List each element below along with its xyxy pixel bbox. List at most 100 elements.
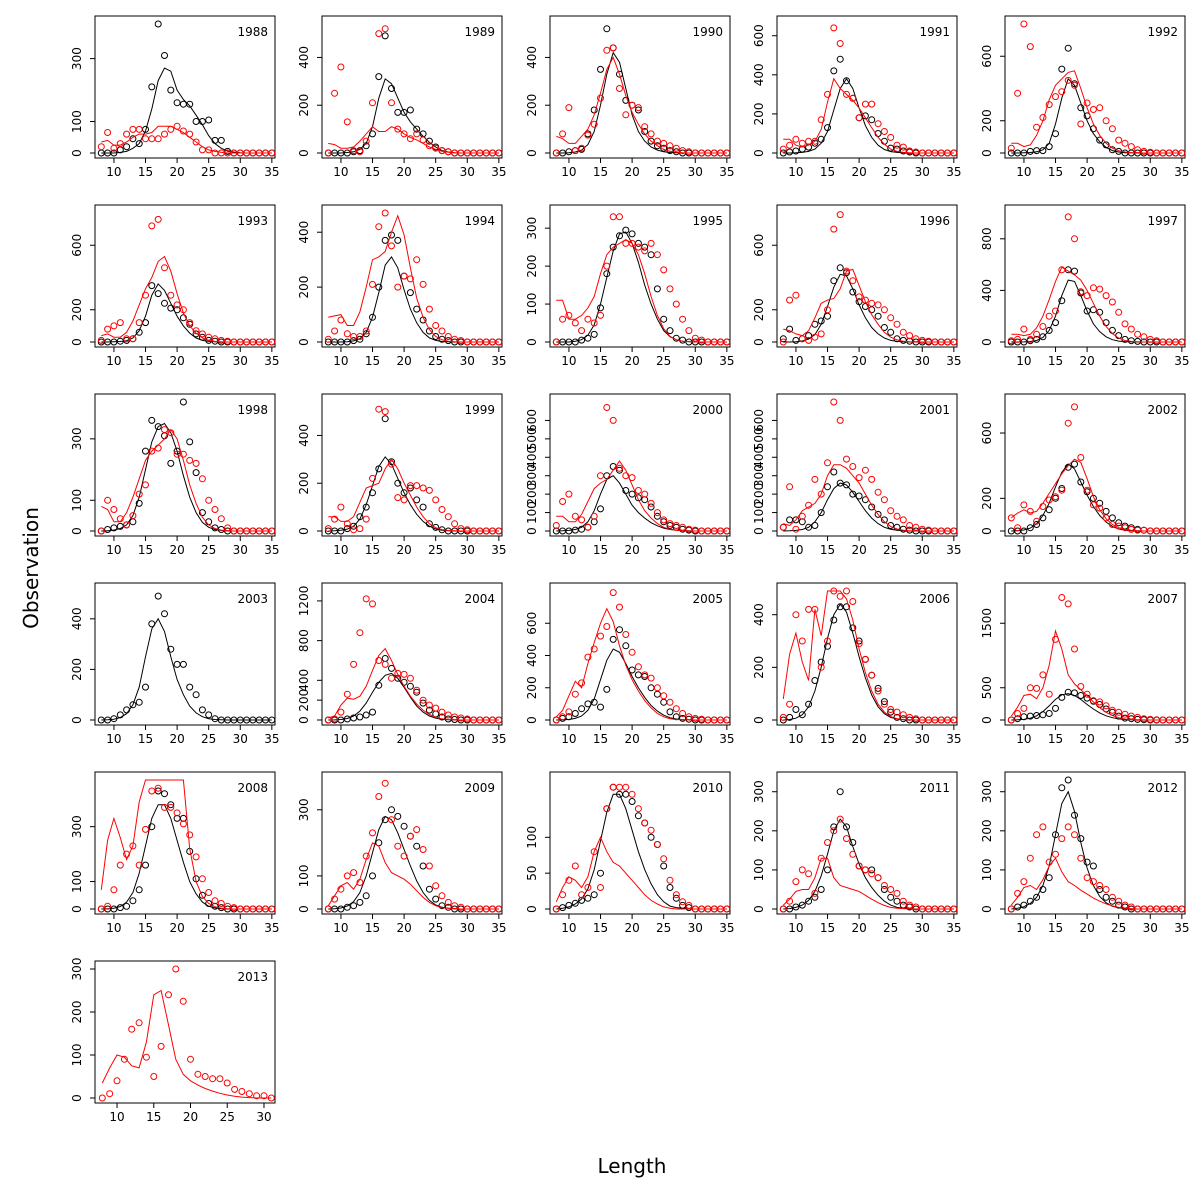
red-data-point (893, 141, 901, 149)
black-data-point (154, 423, 162, 431)
x-tick-label: 20 (169, 543, 184, 557)
red-data-point (432, 496, 440, 504)
red-data-point (343, 690, 351, 698)
x-tick-label: 15 (138, 165, 153, 179)
x-tick-label: 30 (688, 543, 703, 557)
panel-frame (1004, 393, 1186, 537)
x-tick-label: 25 (201, 732, 216, 746)
black-data-point (413, 496, 421, 504)
x-tick-label: 30 (460, 354, 475, 368)
red-data-point (893, 320, 901, 328)
black-data-point (616, 232, 623, 240)
black-data-point (584, 894, 592, 902)
red-data-point (590, 120, 598, 128)
x-tick-label: 15 (820, 732, 835, 746)
x-tick-label: 25 (428, 354, 443, 368)
panel-title: 1995 (692, 214, 723, 228)
black-data-point (123, 143, 131, 151)
red-data-point (369, 474, 376, 482)
x-tick-label: 35 (264, 921, 279, 935)
red-data-point (1077, 454, 1085, 461)
red-data-point (565, 104, 573, 112)
red-data-point (880, 882, 888, 889)
red-data-point (1096, 104, 1104, 112)
x-tick-label: 20 (1079, 354, 1094, 368)
black-data-point (843, 823, 850, 831)
black-data-point (369, 489, 376, 497)
x-tick-label: 25 (428, 543, 443, 557)
y-tick-label: 200 (70, 1001, 84, 1024)
black-data-point (419, 503, 427, 511)
red-data-point (457, 525, 465, 533)
black-data-point (179, 398, 187, 406)
panel-frame (321, 15, 503, 159)
y-tick-label: 500 (525, 427, 539, 450)
figure-x-label: Length (598, 1154, 667, 1178)
black-data-point (874, 312, 882, 320)
red-data-point (142, 1053, 150, 1061)
black-data-point (142, 683, 149, 691)
panel-1988: 10 15 20 25 30 35 0 100 300 1988 (70, 15, 279, 179)
red-data-point (792, 878, 800, 886)
x-tick-label: 25 (1111, 165, 1126, 179)
black-data-point (419, 699, 427, 707)
red-data-point (660, 855, 668, 863)
y-tick-label: 200 (980, 819, 994, 842)
black-data-point (660, 518, 668, 526)
x-tick-label: 20 (169, 354, 184, 368)
red-data-point (565, 708, 573, 716)
red-data-point (1007, 716, 1015, 724)
red-data-point (1127, 325, 1135, 333)
y-tick-label: 0 (70, 527, 84, 535)
red-data-point (1045, 101, 1053, 109)
black-data-point (824, 642, 831, 650)
red-data-point (369, 99, 376, 107)
x-tick-label: 25 (656, 543, 671, 557)
x-tick-label: 15 (138, 732, 153, 746)
red-data-point (1045, 312, 1053, 320)
red-data-point (362, 327, 370, 335)
red-line-series (556, 460, 727, 532)
red-data-point (843, 835, 850, 843)
red-data-point (1153, 337, 1161, 345)
x-tick-label: 20 (1079, 921, 1094, 935)
red-data-point (868, 299, 876, 307)
y-tick-label: 0 (70, 338, 84, 346)
panel-title: 2000 (692, 403, 723, 417)
red-data-point (824, 839, 831, 846)
red-data-point (597, 632, 604, 640)
red-data-point (324, 525, 332, 533)
y-tick-label: 800 (980, 227, 994, 250)
black-data-point (217, 136, 225, 144)
black-data-point (1058, 784, 1066, 792)
red-line-series (101, 428, 272, 532)
red-data-point (97, 527, 105, 535)
red-data-point (666, 520, 674, 528)
black-data-point (186, 683, 194, 691)
y-tick-label: 200 (752, 819, 766, 842)
red-data-point (1058, 594, 1066, 601)
red-data-point (413, 482, 421, 490)
black-data-point (425, 706, 433, 714)
y-tick-label: 200 (70, 298, 84, 321)
red-line-series (556, 56, 727, 154)
red-line-series (783, 464, 954, 532)
panel-1997: 10 15 20 25 30 35 0 400 800 1997 (980, 204, 1189, 368)
x-tick-label: 10 (788, 354, 803, 368)
red-data-point (413, 130, 421, 138)
black-data-point (1064, 44, 1072, 52)
red-data-point (356, 333, 364, 340)
panel-frame (549, 582, 731, 726)
red-data-point (154, 215, 162, 223)
red-data-point (381, 25, 389, 33)
x-tick-label: 10 (561, 543, 576, 557)
panel-1993: 10 15 20 25 30 35 0 200 600 1993 (70, 204, 279, 368)
red-data-point (880, 700, 888, 708)
red-data-point (855, 114, 863, 122)
x-tick-label: 30 (915, 165, 930, 179)
red-data-point (1077, 120, 1085, 128)
x-tick-label: 20 (169, 732, 184, 746)
y-tick-label: 0 (980, 527, 994, 535)
black-data-point (874, 510, 882, 518)
red-data-point (824, 306, 831, 314)
